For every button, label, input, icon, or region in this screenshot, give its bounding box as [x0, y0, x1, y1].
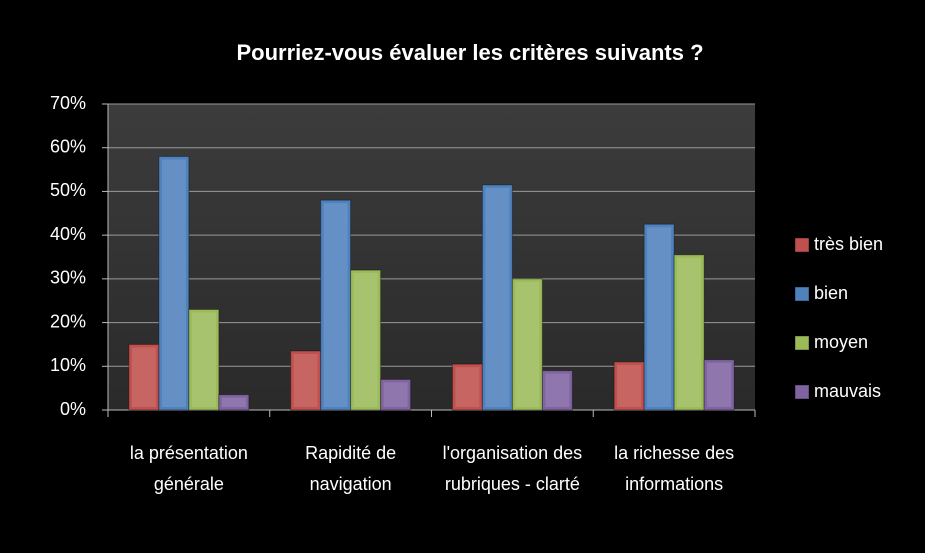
y-tick-label: 50% — [50, 180, 86, 200]
x-tick-label: Rapidité de navigation — [305, 443, 397, 494]
x-tick-label: l'organisation des rubriques - clarté — [442, 443, 583, 494]
bar-highlight — [677, 257, 702, 407]
legend-label: moyen — [814, 332, 868, 352]
chart-title: Pourriez-vous évaluer les critères suiva… — [236, 40, 703, 65]
legend-swatch — [794, 335, 810, 351]
y-tick-label: 10% — [50, 355, 86, 375]
bar — [218, 394, 250, 411]
bar-highlight — [161, 159, 186, 407]
bar — [703, 359, 735, 411]
bar-highlight — [131, 347, 156, 407]
bar — [613, 361, 645, 411]
bar — [350, 269, 382, 411]
bar — [511, 278, 543, 411]
bar-highlight — [545, 373, 570, 407]
bar — [643, 223, 675, 411]
bar — [673, 254, 705, 411]
bar-highlight — [455, 367, 480, 407]
legend-swatch — [794, 384, 810, 400]
y-tick-label: 30% — [50, 268, 86, 288]
x-tick-label: la présentation générale — [129, 443, 248, 494]
bar — [320, 199, 352, 411]
bar-highlight — [707, 362, 732, 407]
bar-highlight — [647, 227, 672, 407]
x-tick-label: la richesse des informations — [614, 443, 735, 494]
bar-highlight — [293, 353, 318, 407]
legend-swatch — [794, 237, 810, 253]
y-tick-label: 0% — [60, 399, 86, 419]
bar — [188, 308, 220, 411]
bar-highlight — [191, 312, 216, 407]
y-tick-label: 20% — [50, 311, 86, 331]
legend-label: bien — [814, 283, 848, 303]
bar-highlight — [485, 187, 510, 407]
y-tick-label: 60% — [50, 136, 86, 156]
bar-highlight — [221, 397, 246, 407]
bar — [380, 378, 412, 411]
legend-swatch — [794, 286, 810, 302]
bar — [481, 184, 513, 411]
legend-label: mauvais — [814, 381, 881, 401]
bar-highlight — [515, 281, 540, 407]
bar-highlight — [617, 364, 642, 407]
y-tick-label: 70% — [50, 93, 86, 113]
y-tick-label: 40% — [50, 224, 86, 244]
bar-highlight — [383, 382, 408, 407]
legend-label: très bien — [814, 234, 883, 254]
bar-highlight — [323, 203, 348, 407]
bar-highlight — [353, 273, 378, 407]
bar — [158, 155, 190, 411]
bar — [541, 370, 573, 411]
